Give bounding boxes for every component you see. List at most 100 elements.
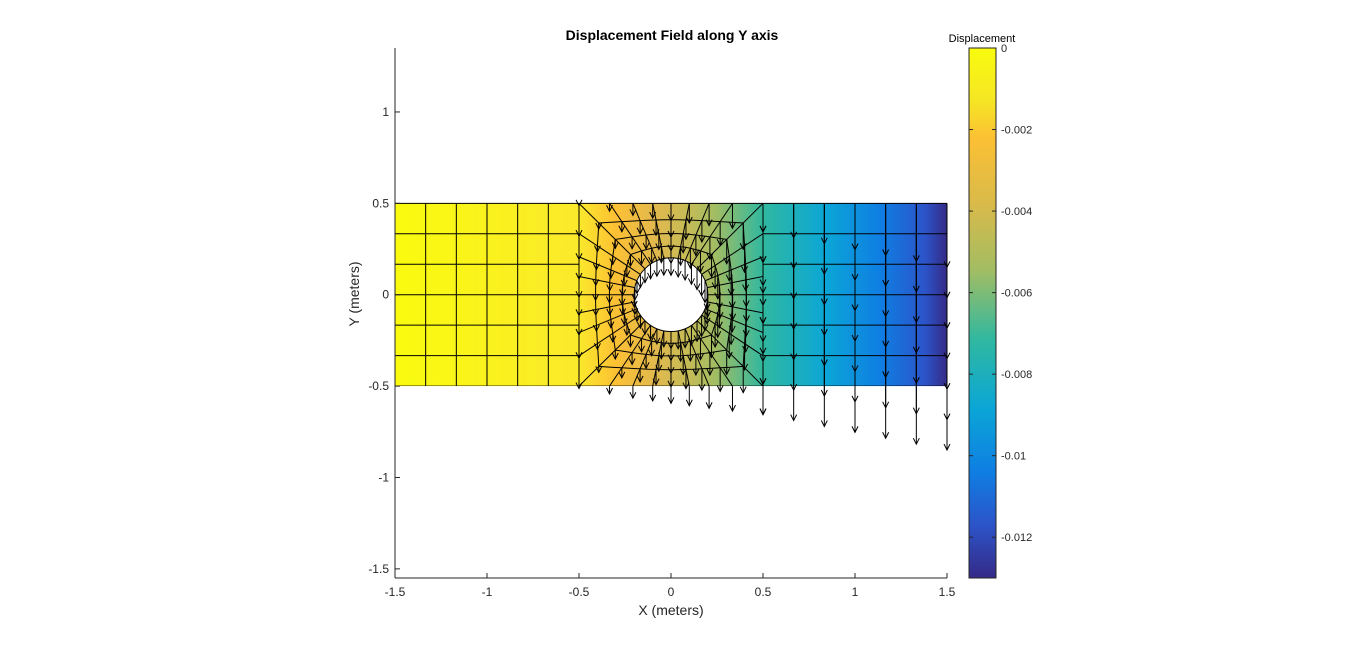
colorbar-tick-label: -0.008 [1001, 369, 1032, 381]
displacement-arrow [742, 279, 750, 308]
colorbar-ticks: 0 -0.002 -0.004 -0.006 -0.008 -0.01 -0.012 [969, 43, 1032, 544]
displacement-arrow [698, 368, 706, 392]
displacement-arrow [595, 366, 603, 374]
displacement-arrow [693, 268, 701, 291]
mesh-radial-line [696, 202, 764, 270]
displacement-arrow [575, 382, 583, 390]
displacement-arrow [627, 254, 634, 268]
displacement-arrow [692, 354, 700, 377]
y-tick-label: 0 [382, 288, 389, 302]
displacement-arrow [882, 203, 890, 257]
y-ticks: -1.5 -1 -0.5 0 0.5 1 [368, 105, 400, 576]
colorbar-gradient [968, 47, 997, 579]
displacement-arrow [790, 233, 798, 270]
displacement-arrow [704, 294, 712, 318]
displacement-arrow [681, 260, 689, 282]
displacement-arrow [592, 279, 600, 287]
displacement-arrow [592, 293, 600, 302]
displacement-arrow [636, 274, 644, 289]
displacement-arrow [641, 268, 649, 284]
displacement-arrow [706, 352, 714, 377]
displacement-arrow [595, 222, 603, 231]
colorbar-tick-label: -0.002 [1001, 125, 1032, 137]
displacement-arrow [820, 203, 828, 245]
displacement-arrow [575, 229, 583, 238]
y-axis-label: Y (meters) [346, 261, 362, 326]
displacement-arrow [687, 264, 695, 286]
displacement-arrow [685, 203, 693, 225]
displacement-arrow [739, 366, 747, 394]
displacement-arrow [631, 287, 639, 302]
displacement-arrow [660, 258, 668, 277]
displacement-arrow [701, 280, 709, 304]
displacement-arrow [711, 265, 719, 290]
displacement-arrow [679, 355, 687, 376]
displacement-arrow [674, 258, 682, 279]
displacement-arrow [649, 203, 657, 220]
displacement-arrow [741, 343, 749, 372]
displacement-arrow [697, 338, 704, 361]
x-tick-label: -1 [482, 585, 493, 599]
displacement-arrow [715, 304, 723, 329]
mesh-radial-line [684, 328, 710, 386]
displacement-arrow [706, 236, 714, 261]
x-tick-label: 0.5 [755, 585, 772, 599]
axes: -1.5 -1 -0.5 0 0.5 1 1.5 -1.5 -1 -0.5 0 0.5 1 [368, 48, 956, 599]
displacement-arrow [609, 256, 617, 266]
colorbar: Displacement 0 -0.002 -0.004 -0.006 -0.008 -0… [949, 33, 1032, 579]
displacement-arrow [725, 333, 733, 360]
displacement-arrow [606, 306, 614, 316]
displacement-arrow [912, 203, 920, 263]
mesh-radial-line [578, 308, 638, 334]
displacement-arrow [611, 350, 619, 361]
displacement-arrow [620, 275, 628, 288]
displacement-arrow [725, 256, 733, 282]
displacement-arrow [605, 294, 613, 304]
displacement-arrow [686, 248, 694, 270]
displacement-arrow [698, 220, 706, 244]
displacement-arrow [714, 275, 722, 300]
colorbar-tick-label: -0.004 [1001, 206, 1032, 218]
displacement-arrow [677, 342, 685, 363]
displacement-arrow [681, 328, 689, 349]
displacement-arrow [790, 264, 798, 300]
displacement-arrow [697, 250, 704, 274]
mesh-radial-line [701, 314, 764, 357]
displacement-arrow [652, 220, 660, 237]
displacement-arrow [653, 328, 661, 345]
displacement-arrow [739, 223, 747, 251]
displacement-arrow [729, 386, 736, 413]
displacement-arrow [705, 203, 713, 227]
displacement-arrows [575, 199, 951, 452]
displacement-arrow [606, 203, 613, 213]
displacement-arrow [716, 367, 724, 393]
displacement-arrow [642, 235, 650, 251]
y-tick-label: -0.5 [368, 379, 389, 393]
mesh-radial-line [696, 320, 764, 386]
displacement-arrow [657, 246, 665, 264]
displacement-arrow [628, 236, 636, 250]
mesh-radial-line [578, 256, 638, 282]
displacement-arrow [575, 199, 583, 207]
colorbar-tick-label: -0.006 [1001, 288, 1032, 300]
displacement-arrow [759, 203, 767, 234]
displacement-arrow [708, 254, 715, 279]
displacement-arrow [638, 250, 645, 266]
displacement-arrow [729, 203, 736, 230]
chart-title: Displacement Field along Y axis [566, 27, 779, 43]
mesh-radial-line [704, 308, 764, 334]
displacement-arrow [630, 294, 638, 309]
displacement-arrow [606, 386, 613, 396]
y-tick-label: -1 [378, 470, 389, 484]
displacement-arrow [575, 272, 583, 281]
displacement-arrow [698, 315, 706, 338]
displacement-arrow [592, 324, 600, 333]
x-tick-label: 1.5 [939, 585, 956, 599]
displacement-arrow [667, 203, 675, 222]
displacement-arrow [636, 315, 644, 330]
displacement-arrow [687, 325, 695, 347]
mesh-radial-line [632, 203, 658, 262]
displacement-arrow [790, 294, 798, 331]
displacement-arrow [592, 308, 600, 317]
colorbar-tick-label: -0.012 [1001, 532, 1032, 544]
